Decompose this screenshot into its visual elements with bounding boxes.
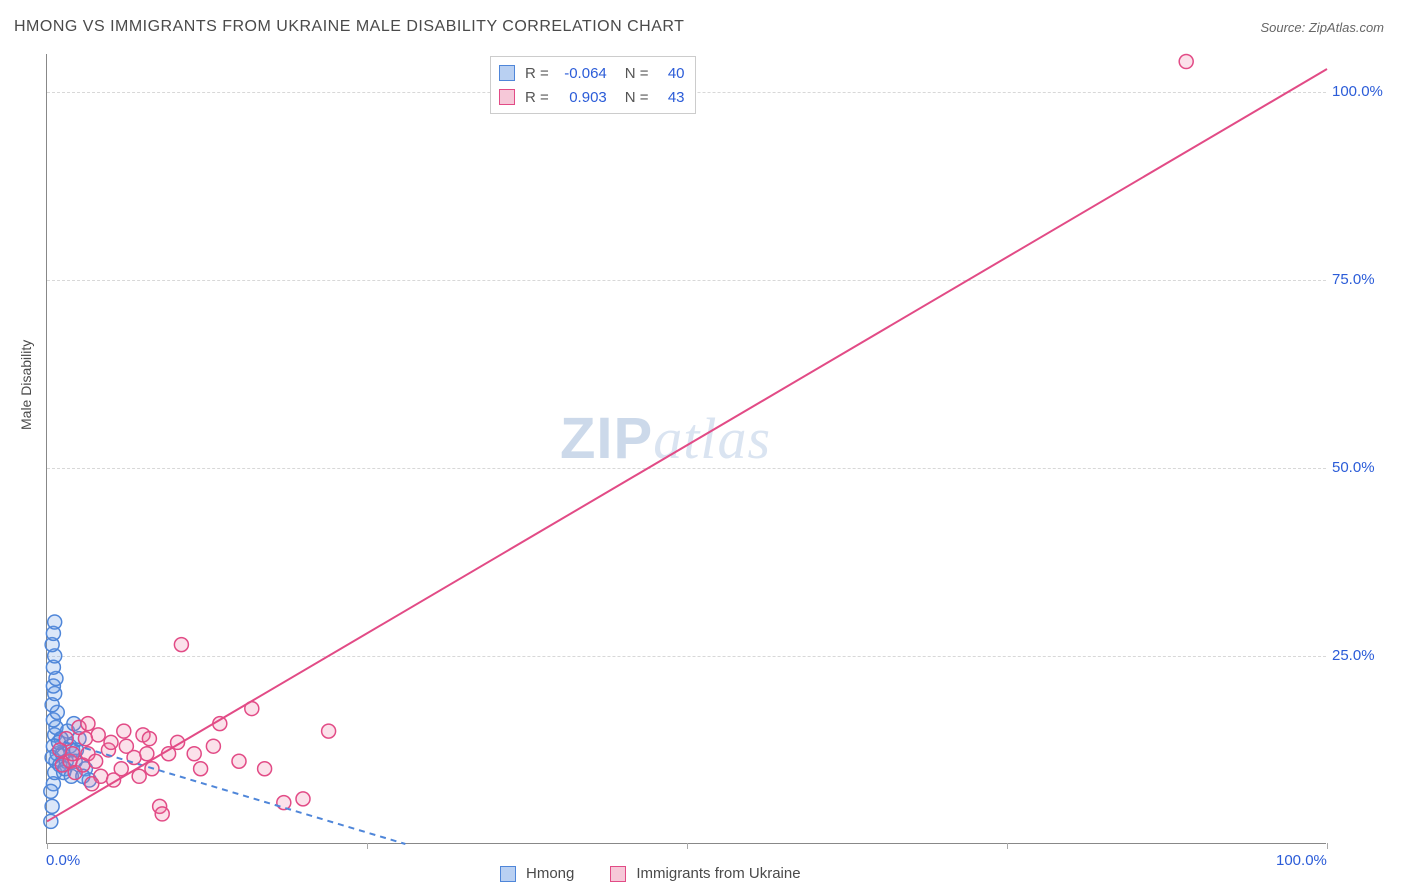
- chart-title: HMONG VS IMMIGRANTS FROM UKRAINE MALE DI…: [14, 18, 684, 36]
- r-value-ukraine: 0.903: [555, 89, 607, 106]
- scatter-plot-svg: [47, 54, 1326, 843]
- r-label: R =: [525, 89, 549, 106]
- n-value-ukraine: 43: [655, 89, 685, 106]
- chart-plot-area: [46, 54, 1326, 844]
- swatch-hmong: [499, 65, 515, 81]
- r-label: R =: [525, 65, 549, 82]
- source-attribution: Source: ZipAtlas.com: [1260, 20, 1384, 35]
- n-label: N =: [625, 65, 649, 82]
- swatch-ukraine-bottom: [610, 866, 626, 882]
- legend-row-ukraine: R = 0.903 N = 43: [499, 85, 685, 109]
- n-label: N =: [625, 89, 649, 106]
- legend-row-hmong: R = -0.064 N = 40: [499, 61, 685, 85]
- y-axis-label: Male Disability: [18, 340, 34, 430]
- n-value-hmong: 40: [655, 65, 685, 82]
- series-legend: Hmong Immigrants from Ukraine: [500, 865, 801, 882]
- swatch-ukraine: [499, 89, 515, 105]
- swatch-hmong-bottom: [500, 866, 516, 882]
- correlation-legend: R = -0.064 N = 40 R = 0.903 N = 43: [490, 56, 696, 114]
- legend-label-ukraine: Immigrants from Ukraine: [636, 865, 800, 882]
- r-value-hmong: -0.064: [555, 65, 607, 82]
- legend-label-hmong: Hmong: [526, 865, 574, 882]
